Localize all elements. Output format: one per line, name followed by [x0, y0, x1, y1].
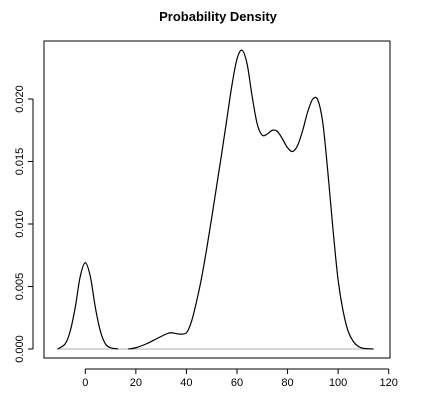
- y-tick-label: 0.010: [14, 210, 26, 238]
- chart-title: Probability Density: [159, 9, 278, 24]
- y-tick-label: 0.015: [14, 148, 26, 176]
- x-tick-label: 100: [329, 377, 347, 389]
- x-tick-label: 0: [82, 377, 88, 389]
- density-curve-1: [57, 262, 119, 350]
- x-tick-label: 120: [380, 377, 398, 389]
- x-axis: 0 20 40 60 80 100 120: [82, 368, 398, 389]
- x-tick-label: 20: [130, 377, 142, 389]
- y-tick-label: 0.005: [14, 273, 26, 301]
- density-curve-2: [128, 49, 374, 350]
- y-tick-label: 0.020: [14, 85, 26, 113]
- plot-frame: [43, 40, 391, 359]
- y-tick-label: 0.000: [14, 335, 26, 363]
- y-axis: 0.000 0.005 0.010 0.015 0.020: [14, 85, 34, 363]
- series-layer: [57, 49, 374, 350]
- x-tick-label: 80: [281, 377, 293, 389]
- x-tick-label: 60: [231, 377, 243, 389]
- x-tick-label: 40: [180, 377, 192, 389]
